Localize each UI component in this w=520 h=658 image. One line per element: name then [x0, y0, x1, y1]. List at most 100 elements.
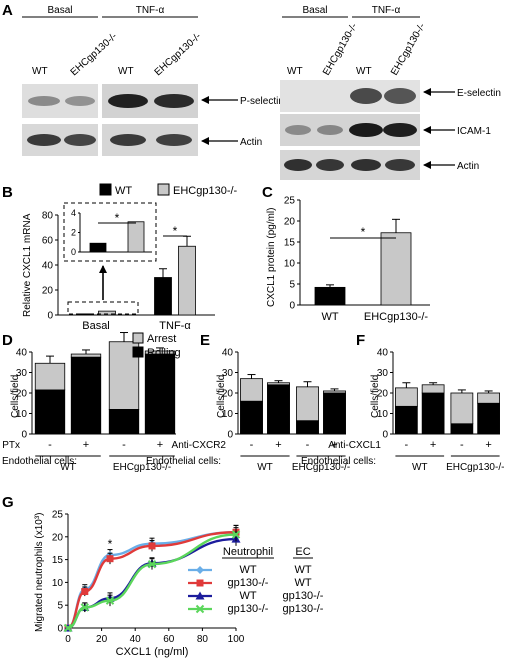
x-tick-label: 0: [65, 634, 71, 645]
group-label: EHCgp130-/-: [113, 462, 171, 473]
x-tick-label: 60: [163, 634, 175, 645]
x-tick-label: 100: [228, 634, 245, 645]
blot-label-e-selectin: E-selectin: [457, 88, 501, 99]
y-tick-label: 10: [16, 409, 28, 420]
tnf-label-right: TNF-α: [372, 5, 401, 16]
treatment-mark: +: [331, 439, 337, 451]
y-axis-label: Relative CXCL1 mRNA: [22, 213, 33, 317]
y-tick-label: 5: [57, 601, 63, 612]
group-title: Endothelial cells:: [301, 456, 376, 467]
y-tick-label: 25: [52, 510, 64, 521]
y-tick-label: 30: [222, 368, 234, 379]
y-axis-label: CXCL1 protein (pg/ml): [266, 208, 277, 307]
treatment-label: Anti-CXCL1: [328, 440, 381, 451]
treatment-mark: +: [430, 439, 436, 451]
blot-actin-left: [22, 124, 198, 156]
blot-e-selectin: [280, 80, 420, 112]
y-tick-label: 10: [284, 259, 296, 270]
y-tick-label: 0: [57, 624, 63, 635]
y-tick-label: 30: [16, 368, 28, 379]
y-tick-label: 80: [42, 211, 54, 222]
bar-arrest: [70, 353, 102, 358]
bar-rolling: [477, 402, 500, 435]
lane-label: WT: [118, 66, 134, 77]
y-axis-label: Cells/field: [216, 375, 227, 418]
marker-diamond: [196, 566, 204, 574]
blot-icam-1: [280, 114, 420, 146]
y-tick-label: 15: [284, 238, 296, 249]
bar-arrest: [395, 387, 418, 407]
y-axis-label: Migrated neutrophils (x10³): [34, 513, 45, 633]
chart-c: CXCL1 protein (pg/ml) 0 5 10 15 20 25 WT EHCgp13…: [266, 196, 430, 323]
bar-rolling: [323, 392, 346, 435]
inset-y-tick-label: 2: [71, 228, 76, 238]
y-tick-label: 0: [227, 430, 233, 441]
treatment-label: PTx: [2, 440, 20, 451]
y-tick-label: 10: [222, 409, 234, 420]
y-tick-label: 40: [377, 348, 389, 359]
y-tick-label: 20: [52, 532, 64, 543]
inset-bar: [89, 242, 107, 253]
y-tick-label: 20: [377, 389, 389, 400]
treatment-mark: -: [122, 439, 126, 451]
y-tick-label: 5: [289, 280, 295, 291]
x-tick-label: 40: [130, 634, 142, 645]
y-tick-label: 30: [377, 368, 389, 379]
basal-label-left: Basal: [47, 5, 72, 16]
legend-label: EHCgp130-/-: [173, 185, 238, 197]
marker-x: [105, 596, 115, 605]
lane-label: WT: [32, 66, 48, 77]
inset-bar: [127, 221, 145, 253]
treatment-mark: +: [157, 439, 163, 451]
lane-label: EHCgp130-/-: [389, 21, 428, 77]
treatment-mark: +: [83, 439, 89, 451]
y-tick-label: 15: [52, 555, 64, 566]
blot-p-selectin: [22, 84, 198, 118]
significance-star: *: [173, 224, 178, 238]
lane-label: WT: [287, 66, 303, 77]
group-title: Endothelial cells:: [2, 456, 77, 467]
y-tick-label: 40: [42, 261, 54, 272]
y-tick-label: 40: [222, 348, 234, 359]
y-tick-label: 0: [382, 430, 388, 441]
marker-x: [147, 559, 157, 569]
inset-y-tick-label: 0: [71, 247, 76, 257]
y-tick-label: 10: [377, 409, 389, 420]
panel-letter-d: D: [2, 332, 13, 349]
bar-arrest: [267, 382, 290, 386]
y-tick-label: 0: [289, 301, 295, 312]
marker-square: [81, 588, 89, 596]
bar: [314, 286, 346, 306]
bar-rolling: [240, 400, 263, 435]
bar: [98, 310, 116, 316]
marker-x: [63, 623, 73, 633]
treatment-mark: -: [460, 439, 464, 451]
significance-star: *: [108, 537, 113, 551]
panel-letter-e: E: [200, 332, 210, 349]
bar-arrest: [477, 392, 500, 404]
group-label: WT: [412, 462, 428, 473]
bar-arrest: [323, 390, 346, 394]
bar-arrest: [421, 384, 445, 394]
x-tick-label: 80: [197, 634, 209, 645]
panel-letter-b: B: [2, 184, 13, 201]
group-label: EHCgp130-/-: [446, 462, 504, 473]
x-axis-label: CXCL1 (ng/ml): [116, 646, 189, 658]
bar-rolling: [34, 389, 66, 435]
y-tick-label: 10: [52, 578, 64, 589]
x-tick-label: WT: [321, 311, 338, 323]
blot-label-actin-left: Actin: [240, 137, 262, 148]
marker-square: [148, 542, 156, 550]
blot-label-actin-right: Actin: [457, 161, 479, 172]
legend-neutrophil-label: WT: [239, 564, 256, 576]
legend-swatch: [132, 332, 144, 344]
panel-letter-g: G: [2, 494, 14, 511]
chart-e: Cells/field 0 10 20 30 40 - + - + Anti-CXCR2 Endoth…: [146, 348, 350, 474]
y-axis-label: Cells/field: [10, 375, 21, 418]
legend-ec-label: WT: [294, 577, 311, 589]
group-title: Endothelial cells:: [146, 456, 221, 467]
bar: [380, 232, 412, 306]
blot-label-p-selectin: P-selectin: [240, 96, 284, 107]
treatment-label: Anti-CXCR2: [172, 440, 227, 451]
